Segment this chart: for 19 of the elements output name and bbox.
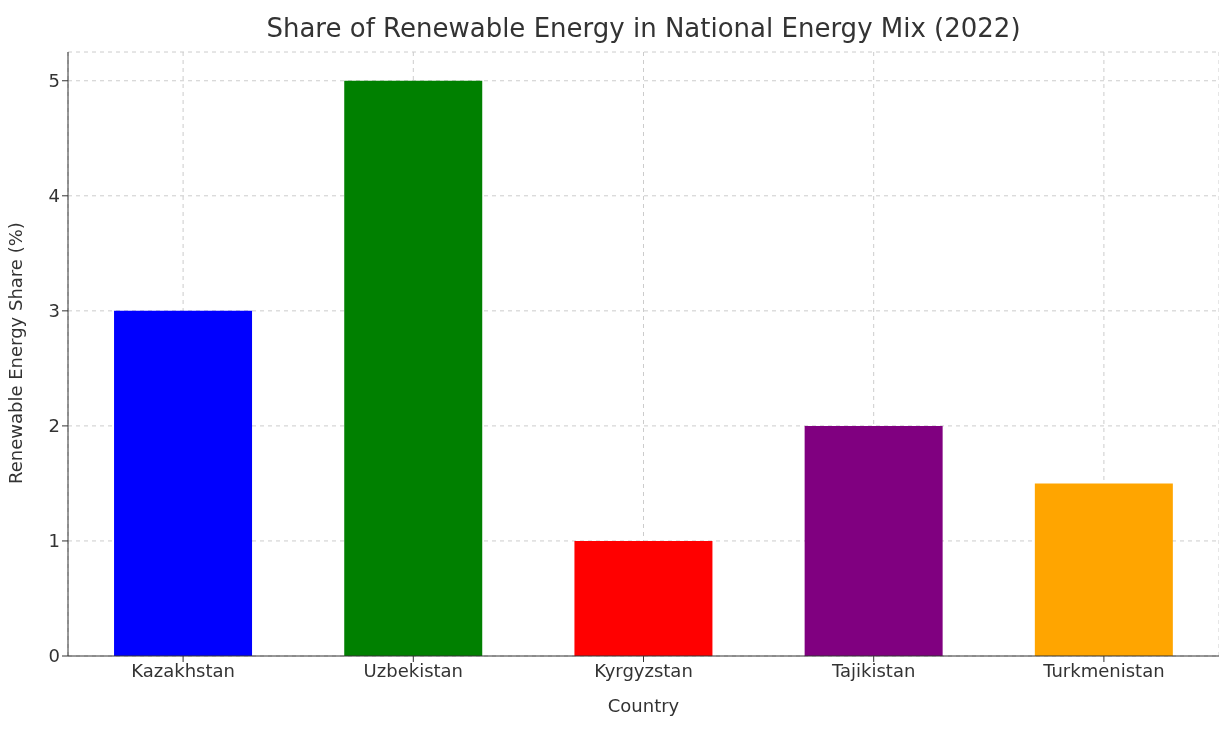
x-tick-label: Kyrgyzstan <box>594 659 693 681</box>
bar <box>1034 483 1173 656</box>
bar <box>114 310 253 656</box>
y-tick-label: 0 <box>48 645 60 667</box>
y-tick-label: 3 <box>48 300 60 322</box>
y-tick-label: 4 <box>48 185 60 207</box>
y-axis-title: Renewable Energy Share (%) <box>5 222 27 484</box>
x-tick-label: Uzbekistan <box>363 659 464 681</box>
y-tick-label: 5 <box>48 70 60 92</box>
y-tick-label: 2 <box>48 415 60 437</box>
bar <box>804 425 943 656</box>
x-tick-label: Kazakhstan <box>131 659 235 681</box>
bar <box>344 80 483 656</box>
x-tick-label: Turkmenistan <box>1042 659 1165 681</box>
x-tick-label: Tajikistan <box>831 659 916 681</box>
chart-title: Share of Renewable Energy in National Energy Mix (2022) <box>265 12 1022 45</box>
bar <box>574 540 713 656</box>
x-axis-title: Country <box>607 695 680 716</box>
y-tick-label: 1 <box>48 530 60 552</box>
